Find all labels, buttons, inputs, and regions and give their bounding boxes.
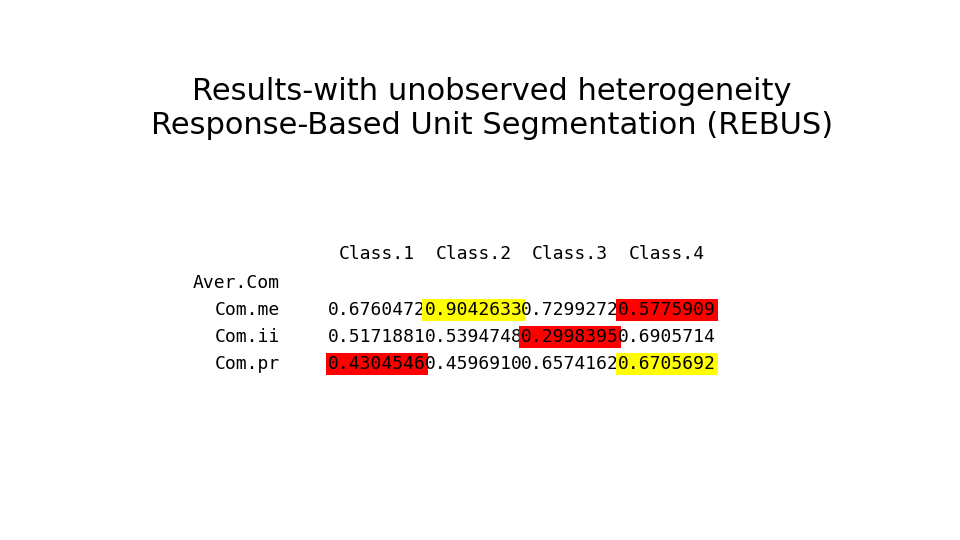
- Text: Com.pr: Com.pr: [215, 355, 280, 373]
- Text: 0.6760472: 0.6760472: [327, 301, 425, 319]
- Text: 0.5775909: 0.5775909: [618, 301, 716, 319]
- Text: Aver.Com: Aver.Com: [193, 274, 280, 292]
- Text: 0.5394748: 0.5394748: [424, 328, 522, 346]
- Text: Class.3: Class.3: [532, 245, 609, 263]
- Text: Results-with unobserved heterogeneity
Response-Based Unit Segmentation (REBUS): Results-with unobserved heterogeneity Re…: [151, 77, 833, 140]
- Text: 0.2998395: 0.2998395: [521, 328, 619, 346]
- Text: Class.1: Class.1: [339, 245, 415, 263]
- Text: 0.6905714: 0.6905714: [618, 328, 716, 346]
- Text: Class.4: Class.4: [629, 245, 705, 263]
- Text: Com.me: Com.me: [215, 301, 280, 319]
- Text: Class.2: Class.2: [435, 245, 512, 263]
- Text: 0.7299272: 0.7299272: [521, 301, 619, 319]
- Text: 0.4596910: 0.4596910: [424, 355, 522, 373]
- Text: 0.6574162: 0.6574162: [521, 355, 619, 373]
- Text: 0.5171881: 0.5171881: [327, 328, 425, 346]
- Text: 0.4304546: 0.4304546: [327, 355, 425, 373]
- Text: Com.ii: Com.ii: [215, 328, 280, 346]
- Text: 0.9042633: 0.9042633: [424, 301, 522, 319]
- Text: 0.6705692: 0.6705692: [618, 355, 716, 373]
